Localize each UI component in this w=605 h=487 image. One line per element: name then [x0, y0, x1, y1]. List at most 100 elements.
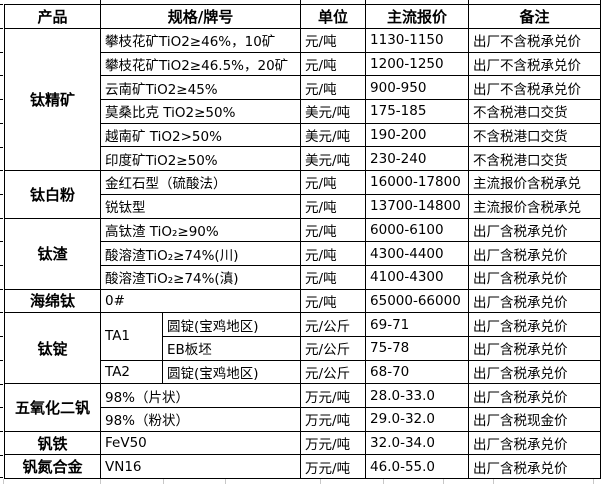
spec-cell: FeV50: [99, 430, 302, 456]
note-cell: 出厂含税现金价: [468, 407, 602, 432]
note-cell: 出厂含税承兑价: [468, 241, 602, 266]
spec-cell: 酸溶渣TiO₂≥74%(川): [99, 241, 302, 266]
gridline-stub: [0, 28, 3, 29]
spec-cell: 莫桑比克 TiO2≥50%: [99, 99, 302, 124]
gridline-stub: [593, 479, 594, 484]
spec-cell: 98%（粉状）: [99, 407, 302, 432]
product-cell-fev: 钒铁: [4, 430, 101, 456]
grade-cell: TA2: [100, 359, 163, 385]
note-cell: 出厂含税承兑价: [468, 383, 602, 408]
product-cell-ti-concentrate: 钛精矿: [4, 27, 101, 172]
price-cell: 13700-14800: [365, 193, 470, 219]
note-cell: 出厂含税承兑价: [468, 312, 602, 337]
gridline-stub: [0, 384, 3, 385]
note-cell: 出厂含税承兑价: [468, 359, 602, 385]
note-cell: 出厂含税承兑价: [468, 288, 602, 314]
gridline-stub: [0, 4, 3, 5]
table-row: 钒铁 FeV50 万元/吨 32.0-34.0 出厂含税承兑价: [4, 430, 602, 456]
gridline-stub: [0, 455, 3, 456]
unit-cell: 美元/吨: [300, 146, 367, 172]
spec-cell: 0#: [99, 288, 302, 314]
note-cell: 出厂不含税承兑价: [468, 75, 602, 101]
note-cell: 出厂含税承兑价: [468, 217, 602, 243]
gridline-stub: [468, 0, 469, 4]
gridline-stub: [0, 477, 3, 478]
spec-cell: VN16: [99, 454, 302, 480]
spec-cell: 越南矿 TiO2>50%: [99, 122, 302, 148]
gridline-stub: [383, 479, 384, 484]
gridline-stub: [0, 407, 3, 408]
unit-cell: 元/吨: [300, 75, 367, 101]
price-cell: 65000-66000: [365, 288, 470, 314]
unit-cell: 万元/吨: [300, 430, 367, 456]
gridline-stub: [0, 99, 3, 100]
spec-cell: 攀枝花矿TiO2≥46.5%，20矿: [99, 51, 302, 77]
gridline-stub: [443, 479, 444, 484]
table-row: 五氧化二钒 98%（片状） 万元/吨 28.0-33.0 出厂含税承兑价: [4, 383, 602, 432]
gridline-stub: [0, 431, 3, 432]
unit-cell: 元/公斤: [300, 335, 367, 361]
unit-cell: 万元/吨: [300, 454, 367, 480]
note-cell: 不含税港口交货: [468, 99, 602, 124]
product-cell-ti-ingot: 钛锭: [4, 312, 101, 385]
gridline-stub: [365, 0, 366, 4]
table-row: 越南矿 TiO2>50% 美元/吨 190-200 不含税港口交货: [5, 122, 602, 148]
note-cell: 主流报价含税承兑: [468, 193, 602, 219]
spec-cell: 锐钛型: [99, 193, 302, 219]
unit-cell: 元/吨: [300, 264, 367, 290]
table-row: 钒氮合金 VN16 万元/吨 46.0-55.0 出厂含税承兑价: [4, 454, 602, 480]
gridline-stub: [0, 147, 3, 148]
product-cell-vn-alloy: 钒氮合金: [4, 454, 101, 480]
spec-cell: 印度矿TiO2≥50%: [99, 146, 302, 172]
price-cell: 1200-1250: [365, 51, 470, 77]
col-header-product: 产品: [4, 4, 101, 29]
unit-cell: 元/吨: [300, 217, 367, 243]
table-row: 酸溶渣TiO₂≥74%(川) 元/吨 4300-4400 出厂含税承兑价: [5, 241, 602, 266]
table-row: 酸溶渣TiO₂≥74%(滇) 元/吨 4100-4300 出厂含税承兑价: [5, 264, 602, 290]
table-row: 印度矿TiO2≥50% 美元/吨 230-240 不含税港口交货: [5, 146, 602, 172]
price-cell: 32.0-34.0: [365, 430, 470, 456]
table-row: 莫桑比克 TiO2≥50% 美元/吨 175-185 不含税港口交货: [5, 99, 602, 124]
gridline-stub: [493, 479, 494, 484]
unit-cell: 美元/吨: [300, 122, 367, 148]
gridline-stub: [100, 0, 101, 4]
unit-cell: 万元/吨: [300, 383, 367, 408]
price-cell: 1130-1150: [365, 28, 470, 53]
table-row: 98%（粉状） 万元/吨 29.0-32.0 出厂含税现金价: [5, 407, 602, 432]
product-cell-ti-sponge: 海绵钛: [4, 288, 101, 314]
note-cell: 出厂含税承兑价: [468, 454, 602, 480]
spec-cell: 金红石型（硫酸法）: [99, 170, 302, 195]
note-cell: 出厂不含税承兑价: [468, 28, 602, 53]
table-row: 钛白粉 金红石型（硫酸法） 元/吨 16000-17800 主流报价含税承兑: [4, 170, 602, 219]
unit-cell: 元/公斤: [300, 359, 367, 385]
gridline-stub: [0, 360, 3, 361]
header-row: 产品 规格/牌号 单位 主流报价 备注: [4, 4, 602, 29]
price-cell: 230-240: [365, 146, 470, 172]
table-row: 钛锭 TA1 圆锭(宝鸡地区) 元/公斤 69-71 出厂含税承兑价: [4, 312, 602, 385]
spec-cell: EB板坯: [161, 335, 302, 361]
gridline-stub: [0, 312, 3, 313]
grade-cell: TA1: [100, 312, 163, 361]
table-row: 锐钛型 元/吨 13700-14800 主流报价含税承兑: [5, 193, 602, 219]
gridline-stub: [225, 479, 226, 484]
unit-cell: 元/公斤: [300, 312, 367, 337]
product-cell-v2o5: 五氧化二钒: [4, 383, 101, 432]
note-cell: 出厂不含税承兑价: [468, 51, 602, 77]
note-cell: 主流报价含税承兑: [468, 170, 602, 195]
table-row: 钛渣 高钛渣 TiO₂≥90% 元/吨 6000-6100 出厂含税承兑价: [4, 217, 602, 290]
table-row: 钛精矿 攀枝花矿TiO2≥46%，10矿 元/吨 1130-1150 出厂不含税…: [4, 27, 602, 172]
price-cell: 900-950: [365, 75, 470, 101]
table-row: 海绵钛 0# 元/吨 65000-66000 出厂含税承兑价: [4, 288, 602, 314]
note-cell: 出厂含税承兑价: [468, 264, 602, 290]
unit-cell: 美元/吨: [300, 99, 367, 124]
spec-cell: 酸溶渣TiO₂≥74%(滇): [99, 264, 302, 290]
gridline-stub: [0, 265, 3, 266]
gridline-stub: [0, 194, 3, 195]
price-cell: 175-185: [365, 99, 470, 124]
col-header-price: 主流报价: [365, 4, 470, 29]
gridline-stub: [600, 0, 601, 4]
col-header-unit: 单位: [300, 4, 367, 29]
note-cell: 出厂含税承兑价: [468, 335, 602, 361]
table-row: 云南矿TiO2≥45% 元/吨 900-950 出厂不含税承兑价: [5, 75, 602, 101]
gridline-stub: [300, 0, 301, 4]
